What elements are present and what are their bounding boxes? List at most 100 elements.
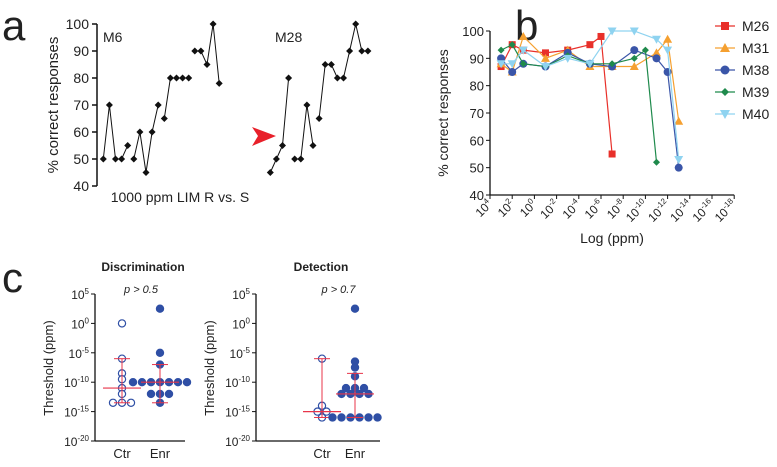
point-M39	[630, 54, 638, 62]
point-M28	[303, 101, 311, 109]
point-M6	[203, 61, 211, 68]
y-axis-label-b: % correct responses	[435, 49, 451, 177]
x-category-label: Enr	[150, 446, 171, 461]
x-category-label: Ctr	[313, 446, 331, 461]
point-M6	[185, 74, 193, 82]
line-segment-M28	[269, 77, 290, 173]
y-axis-label-a: % correct responses	[45, 37, 62, 174]
point-M6	[105, 101, 113, 109]
data-point-Enr	[350, 304, 360, 313]
point-M28	[266, 169, 274, 176]
y-tick-label-c: 10-5	[69, 346, 90, 361]
point-M31	[518, 31, 528, 40]
data-point-Enr	[350, 363, 360, 372]
y-tick-label-b: 70	[470, 106, 484, 121]
line-segment-M6	[194, 23, 220, 84]
y-tick-label-c: 10-5	[230, 346, 251, 361]
point-M40	[563, 54, 573, 63]
data-point-Ctr	[117, 319, 127, 328]
point-M6	[209, 20, 217, 28]
x-tick-label-b: 10-12	[644, 196, 673, 225]
point-M31	[674, 116, 684, 125]
y-tick-label-c: 10-20	[64, 434, 89, 449]
x-tick-label-b: 10-14	[667, 196, 696, 225]
x-tick-label-b: 102	[494, 196, 518, 220]
point-M39	[519, 60, 527, 68]
y-tick-label-b: 60	[470, 133, 484, 148]
line-segment-M6	[133, 104, 159, 173]
point-M6	[215, 79, 223, 87]
point-M31	[541, 53, 550, 62]
point-M28	[346, 47, 354, 55]
y-tick-label-a: 70	[73, 97, 89, 113]
point-M28	[333, 74, 341, 82]
y-axis-label-c: Threshold (ppm)	[41, 320, 56, 415]
point-M6	[124, 142, 132, 149]
y-tick-label-c: 10-20	[225, 434, 250, 449]
y-tick-label-a: 90	[73, 43, 89, 59]
point-M28	[272, 155, 280, 163]
point-M6	[142, 169, 150, 176]
y-tick-label-b: 50	[470, 161, 484, 176]
point-M26	[542, 49, 549, 57]
line-segment-M28	[294, 104, 314, 160]
legend-label-M31: M31	[742, 40, 769, 56]
point-M6	[154, 101, 162, 109]
line-segment-M28	[318, 23, 368, 119]
x-tick-label-b: 10-6	[581, 196, 606, 221]
y-tick-label-a: 80	[73, 70, 89, 86]
legend-label-M39: M39	[742, 84, 769, 100]
p-value-annotation: p > 0.5	[123, 284, 159, 296]
panel-label-c: c	[2, 254, 23, 301]
x-tick-label-b: 10-18	[711, 196, 740, 225]
point-M28	[340, 74, 347, 82]
point-M6	[166, 74, 174, 82]
x-tick-label-b: 10-4	[559, 196, 584, 221]
x-tick-label-b: 100	[516, 196, 540, 220]
point-M6	[112, 155, 119, 163]
line-segment-M6	[163, 77, 189, 119]
point-M28	[279, 142, 286, 149]
y-tick-label-b: 90	[470, 51, 484, 66]
point-M40	[585, 60, 595, 69]
series-label-M28: M28	[275, 29, 302, 45]
red-arrowhead-icon	[252, 127, 276, 146]
point-M28	[285, 74, 293, 82]
panel-label-b: b	[515, 2, 538, 49]
point-M6	[191, 47, 199, 55]
series-label-M6: M6	[103, 29, 123, 45]
p-value-annotation: p > 0.7	[321, 284, 357, 296]
point-M6	[179, 74, 187, 82]
point-M40	[541, 63, 550, 72]
data-point-Enr	[155, 348, 165, 357]
point-M6	[118, 155, 126, 163]
point-M40	[663, 46, 673, 55]
point-M26	[608, 150, 616, 158]
data-point-Enr	[373, 413, 382, 422]
data-point-Enr	[128, 378, 138, 387]
data-point-Enr	[341, 383, 351, 393]
point-M40	[652, 35, 661, 44]
point-M28	[352, 20, 360, 28]
x-tick-label-b: 10-10	[622, 196, 651, 225]
chart-title: Detection	[294, 260, 349, 274]
data-point-Enr	[359, 383, 369, 393]
y-tick-label-c: 10-10	[225, 375, 250, 390]
data-point-Enr	[328, 413, 337, 422]
data-point-Enr	[182, 378, 192, 387]
point-M38	[630, 46, 639, 55]
y-tick-label-b: 100	[462, 24, 484, 39]
legend-marker-M39	[721, 88, 729, 96]
point-M31	[629, 62, 639, 71]
legend-label-M38: M38	[742, 62, 769, 78]
data-point-Enr	[337, 413, 346, 422]
point-M6	[99, 155, 107, 163]
point-M6	[148, 128, 156, 136]
x-axis-label-a: 1000 ppm LIM R vs. S	[111, 189, 250, 205]
point-M6	[130, 155, 138, 163]
x-category-label: Enr	[345, 446, 366, 461]
point-M40	[518, 46, 528, 55]
point-M28	[327, 61, 335, 68]
data-point-Enr	[364, 413, 373, 422]
